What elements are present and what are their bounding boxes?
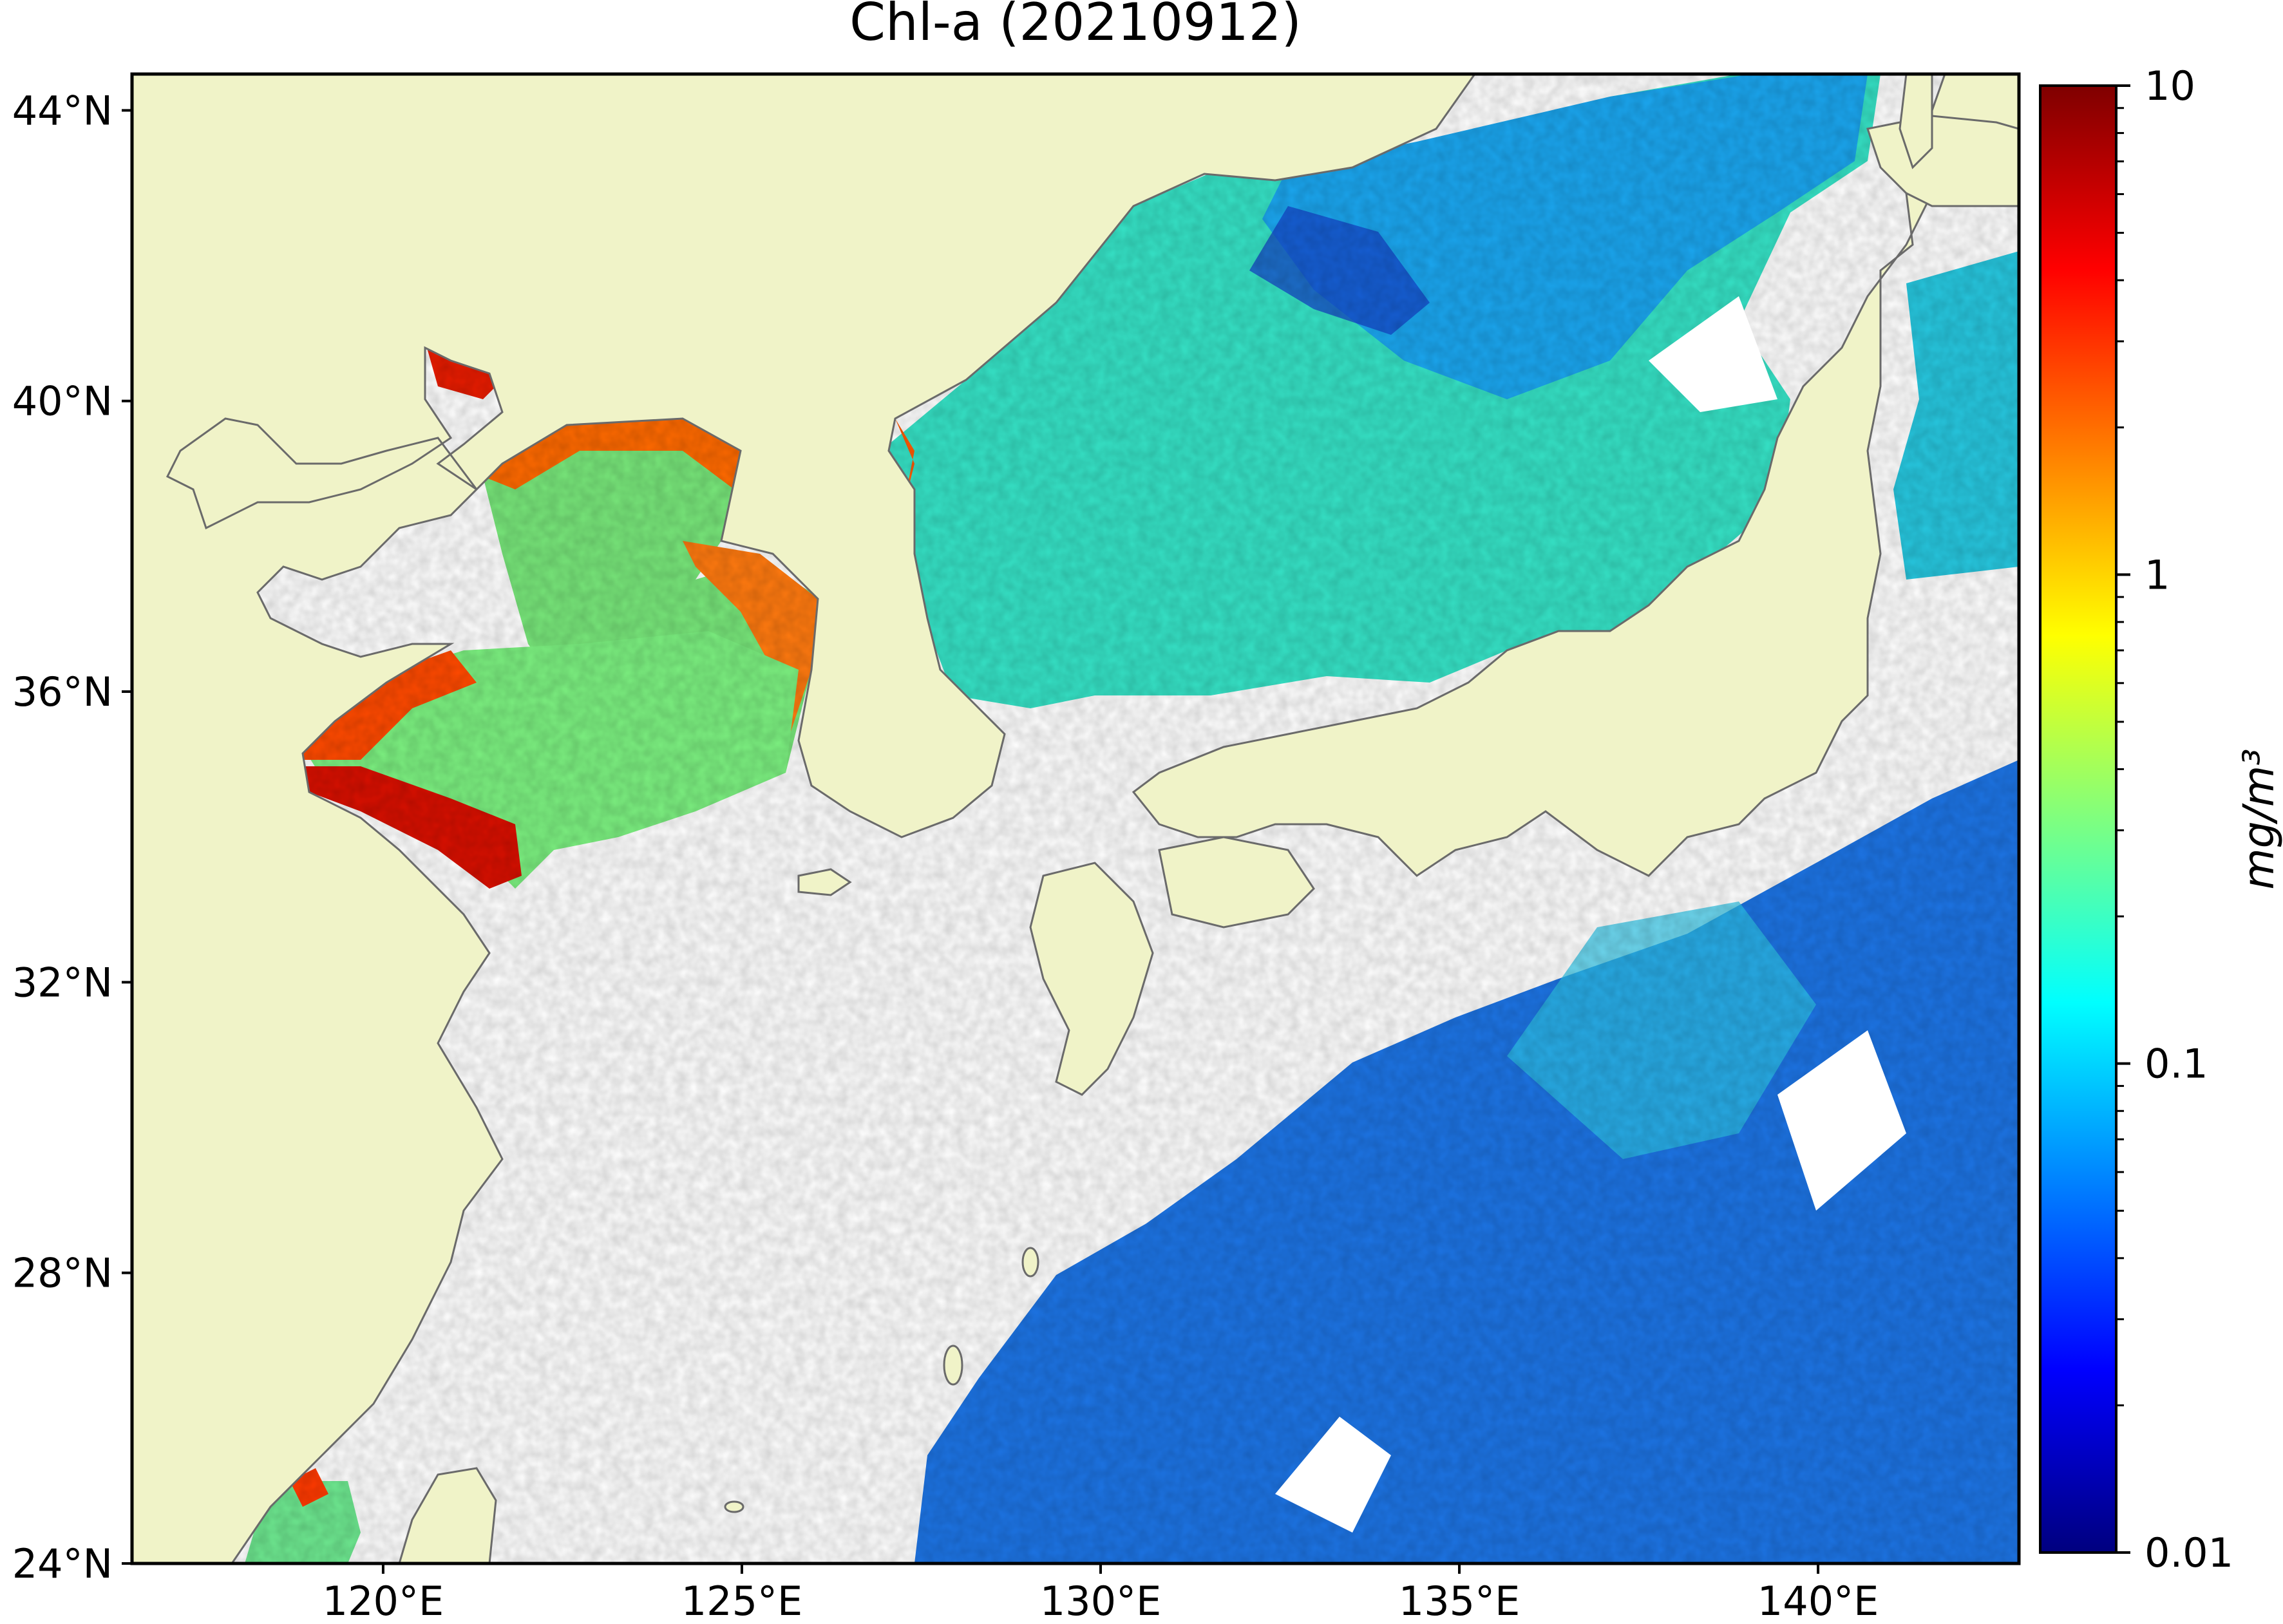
colorbar-tick-label: 0.1: [2145, 1041, 2208, 1088]
lat-tick-label: 36°N: [12, 668, 113, 715]
land-asian-mainland: [132, 74, 1476, 1563]
land-layer: [132, 74, 2019, 1563]
ryukyu-islands: [724, 1247, 1039, 1513]
lat-tick-label: 44°N: [12, 87, 113, 134]
map-title: Chl-a (20210912): [849, 0, 1302, 52]
colorbar-tick-label: 10: [2145, 62, 2195, 109]
latitude-axis: 44°N 40°N 36°N 32°N 28°N 24°N: [12, 87, 132, 1587]
land-kyushu: [1029, 862, 1154, 1096]
island-okinawa: [943, 1345, 963, 1386]
land-sakhalin: [1899, 74, 1933, 169]
land-jeju: [797, 868, 852, 896]
cloud-gap-pacific-south: [1275, 1417, 1391, 1533]
island-miyako: [724, 1500, 744, 1513]
land-honshu: [1132, 74, 2019, 877]
colorbar-label: mg/m³: [2234, 748, 2283, 889]
colorbar: 10 1 0.1 0.01 mg/m³: [2039, 62, 2283, 1576]
lon-tick-label: 135°E: [1399, 1578, 1520, 1624]
lat-tick-label: 40°N: [12, 378, 113, 425]
land-shikoku: [1158, 836, 1315, 929]
lat-tick-label: 28°N: [12, 1250, 113, 1297]
colorbar-tick-label: 0.01: [2145, 1529, 2233, 1576]
lon-tick-label: 120°E: [323, 1578, 444, 1624]
lon-tick-label: 130°E: [1040, 1578, 1162, 1624]
lat-tick-label: 32°N: [12, 959, 113, 1006]
cloud-gaps: [1275, 296, 1906, 1533]
lon-tick-label: 125°E: [681, 1578, 803, 1624]
lon-tick-label: 140°E: [1757, 1578, 1879, 1624]
colorbar-ticks: 10 1 0.1 0.01: [2116, 62, 2233, 1576]
map-panel: [132, 74, 2019, 1563]
lat-tick-label: 24°N: [12, 1540, 113, 1587]
land-taiwan: [398, 1467, 497, 1563]
island-amami: [1021, 1247, 1039, 1278]
colorbar-frame: [2039, 84, 2117, 1554]
map-frame: [130, 72, 2021, 1565]
longitude-axis: 120°E 125°E 130°E 135°E 140°E: [323, 1563, 1879, 1624]
colorbar-tick-label: 1: [2145, 551, 2170, 598]
colorbar-gradient: [2040, 86, 2116, 1553]
cloud-gap-japan-sea: [1649, 296, 1777, 412]
cloud-gap-pacific-east: [1777, 1030, 1906, 1211]
